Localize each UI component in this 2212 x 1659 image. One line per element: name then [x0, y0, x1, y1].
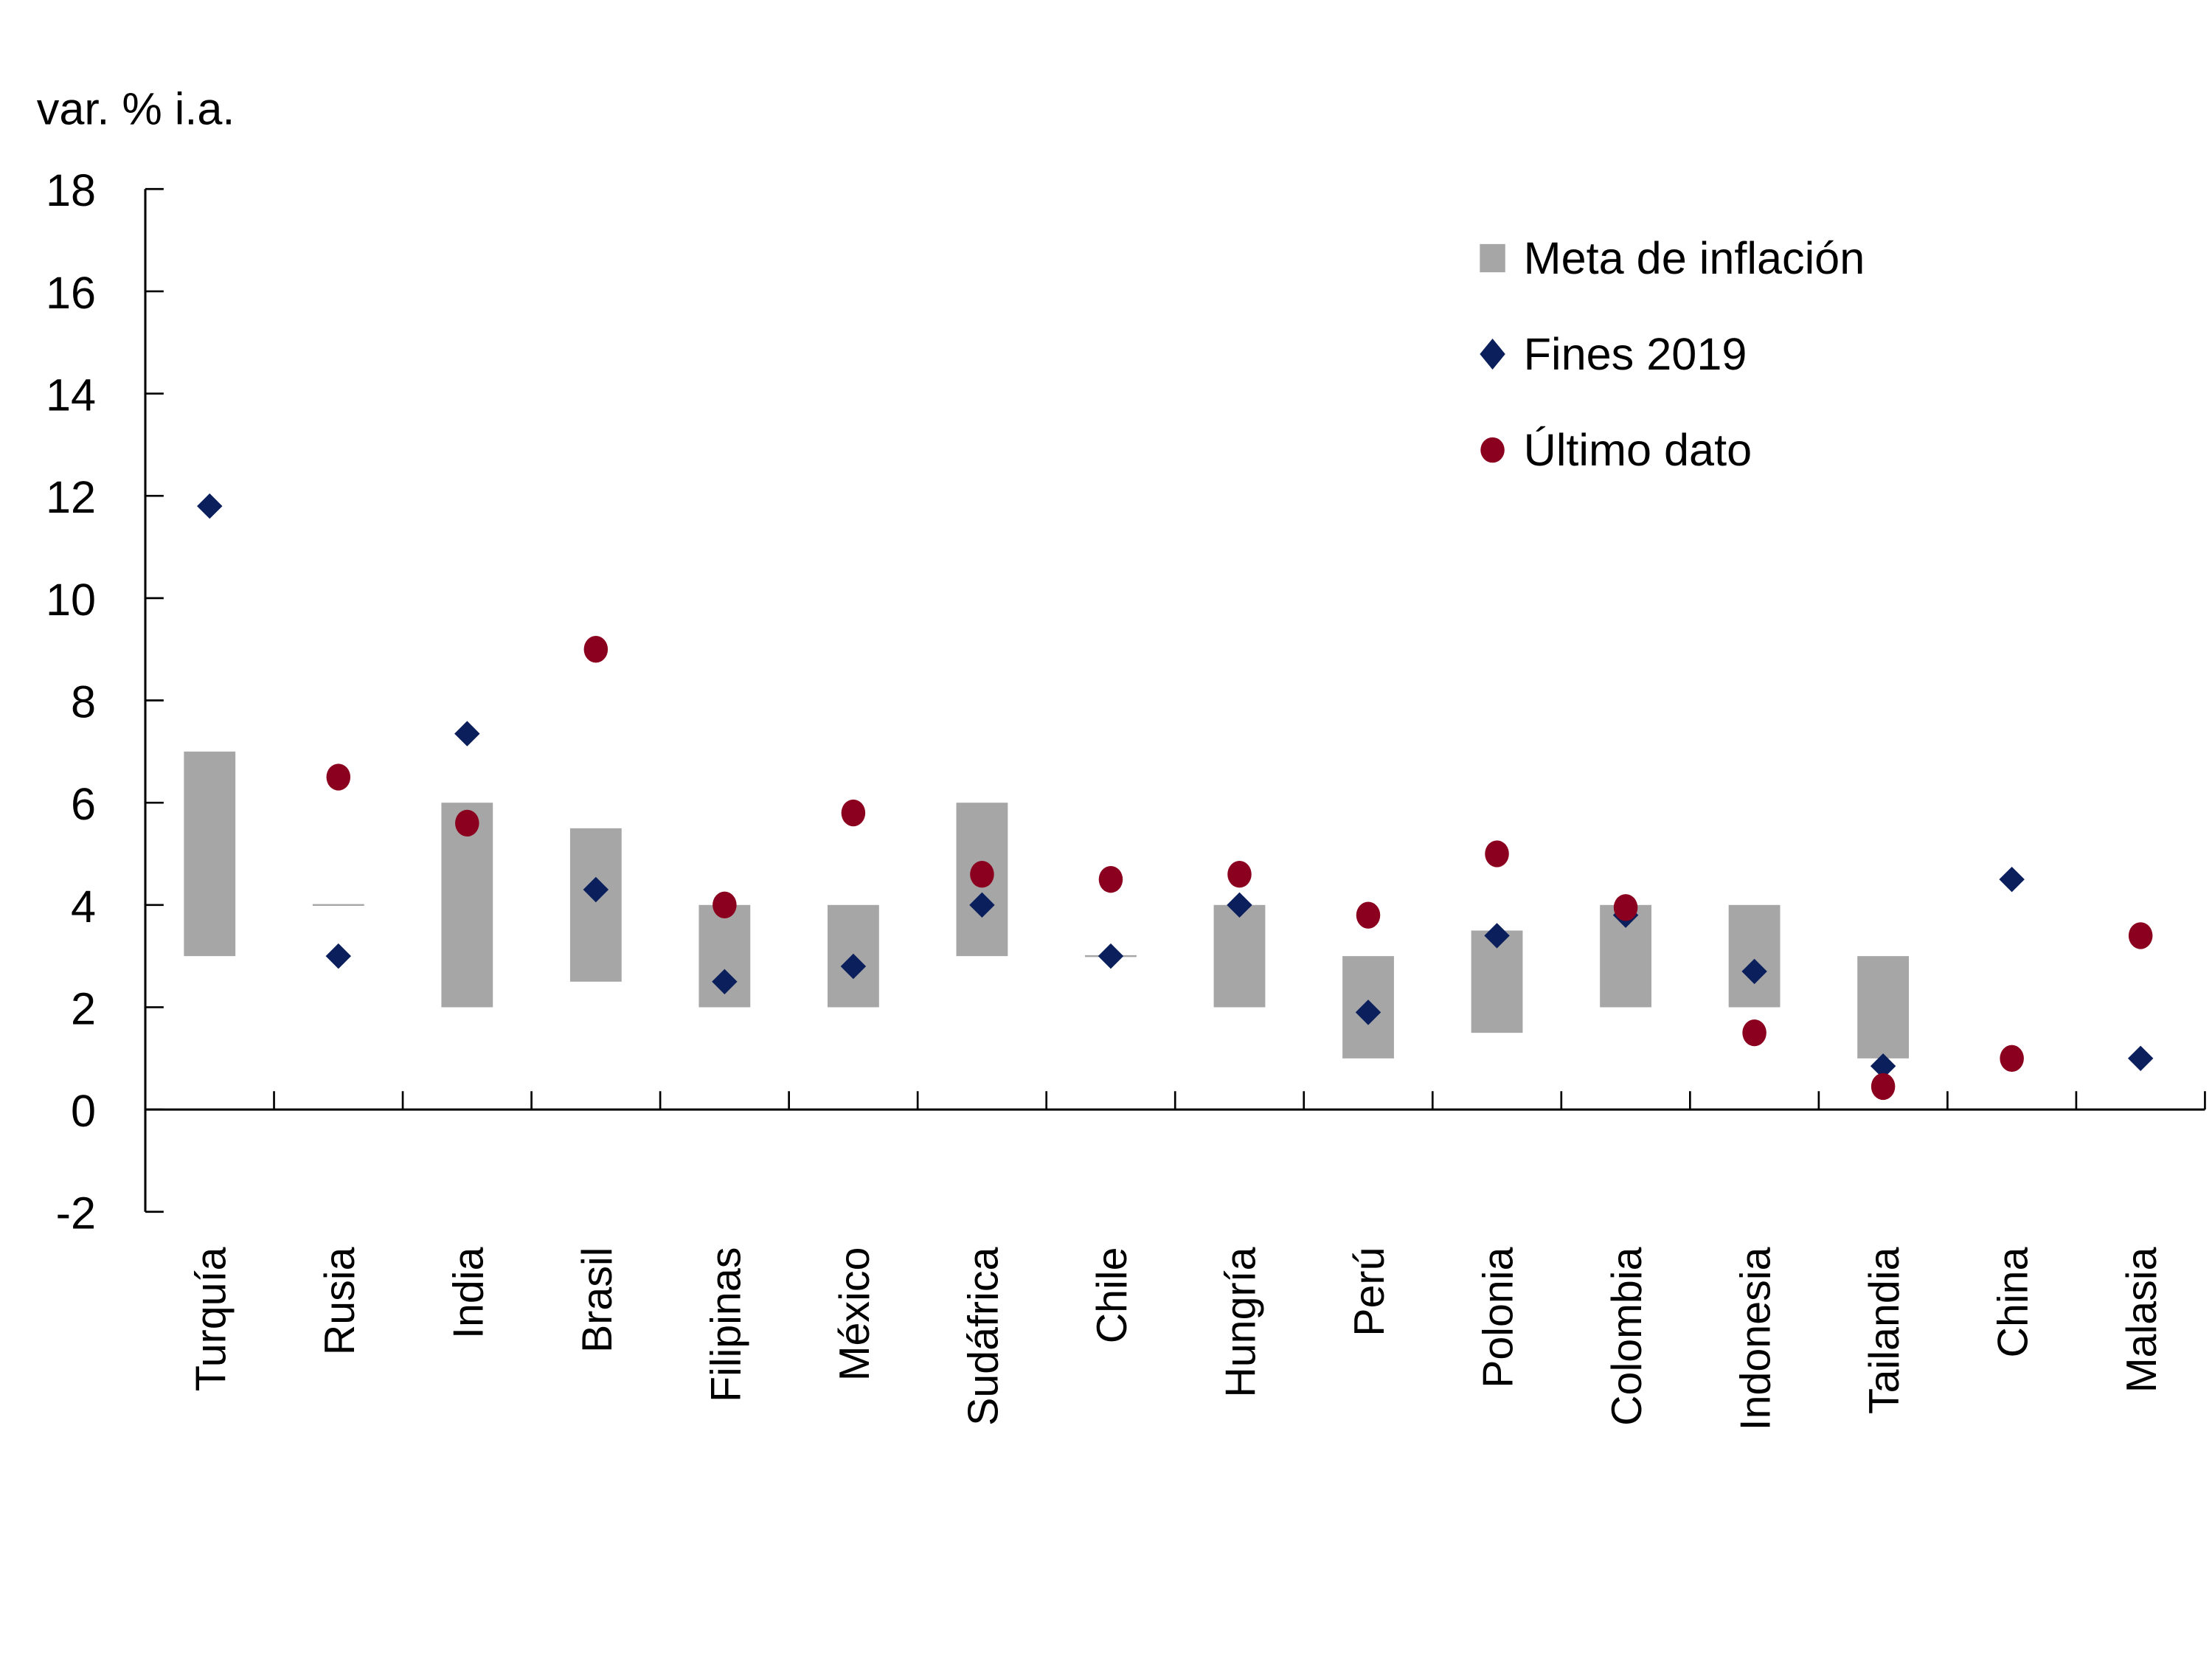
x-category-label: Polonia: [1475, 1247, 1522, 1388]
ultimo-dato-point: [326, 763, 351, 791]
y-tick-label: 14: [46, 370, 96, 420]
ultimo-dato-point: [1227, 861, 1252, 888]
y-tick-label: 6: [71, 779, 96, 829]
ultimo-dato-point: [1485, 840, 1509, 867]
x-category-label: Hungría: [1218, 1247, 1265, 1397]
y-tick-label: -2: [56, 1188, 96, 1239]
ultimo-dato-point: [1613, 894, 1638, 921]
fines-2019-diamond: [197, 493, 223, 519]
x-category-label: Colombia: [1603, 1247, 1651, 1425]
legend: Meta de inflación Fines 2019 Último dato: [1480, 233, 1865, 475]
target-range-bar: [1857, 956, 1910, 1059]
x-category-label: China: [1990, 1247, 2037, 1357]
ultimo-dato-point: [970, 861, 994, 888]
legend-swatch-meta: [1480, 243, 1505, 273]
target-range-bar: [184, 751, 236, 957]
y-tick-label: 16: [46, 268, 96, 318]
ultimo-dato-point: [713, 891, 737, 918]
legend-label-ultimo: Último dato: [1524, 425, 1752, 475]
x-category-label: Chile: [1089, 1247, 1136, 1344]
legend-label-meta: Meta de inflación: [1524, 233, 1865, 283]
x-category-label: Perú: [1346, 1247, 1393, 1337]
fines-2019-diamond: [2127, 1045, 2154, 1072]
x-category-label: Rusia: [316, 1247, 364, 1355]
ultimo-dato-point: [583, 636, 609, 663]
ultimo-dato-point: [2000, 1045, 2024, 1072]
x-category-label: Tailandia: [1861, 1247, 1908, 1413]
x-category-label: México: [831, 1247, 878, 1382]
target-range-bar: [441, 803, 493, 1008]
x-axis-category-labels: Turquía Rusia India Brasil Filipinas México Su…: [187, 1247, 2166, 1430]
target-range-bar: [569, 828, 622, 982]
target-range-bars: [184, 751, 1910, 1059]
y-tick-label: 0: [71, 1086, 96, 1136]
x-category-label: Malasia: [2118, 1247, 2166, 1393]
x-category-label: Filipinas: [702, 1247, 749, 1402]
fines-2019-diamond: [1484, 923, 1510, 949]
ultimo-dato-point: [841, 799, 866, 827]
ultimo-dato-point: [2128, 922, 2153, 949]
x-category-label: Indonesia: [1733, 1247, 1780, 1430]
target-range-bar: [1728, 904, 1781, 1008]
x-category-label: India: [445, 1247, 492, 1338]
x-category-label: Sudáfrica: [960, 1247, 1007, 1425]
legend-diamond-icon: [1480, 338, 1505, 370]
y-tick-label: 10: [46, 575, 96, 625]
legend-label-fines: Fines 2019: [1524, 329, 1747, 379]
ultimo-dato-point: [1871, 1073, 1896, 1101]
y-tick-label: 2: [71, 983, 96, 1033]
x-category-label: Turquía: [187, 1247, 235, 1391]
y-tick-label: 18: [46, 165, 96, 215]
y-tick-label: 8: [71, 676, 96, 727]
fines-2019-diamond: [454, 721, 480, 747]
y-tick-label: 12: [46, 472, 96, 522]
y-axis-unit-label: var. % i.a.: [37, 83, 235, 134]
legend-circle-icon: [1480, 437, 1505, 463]
fines-2019-diamond: [1355, 1000, 1381, 1025]
y-tick-label: 4: [71, 882, 96, 932]
target-range-bar: [1213, 904, 1266, 1008]
ultimo-dato-point: [1356, 901, 1381, 929]
ultimo-dato-point: [1098, 865, 1123, 893]
fines-2019-diamond: [325, 943, 352, 969]
ultimo-dato-point: [1742, 1019, 1767, 1047]
fines-2019-diamond: [1098, 943, 1124, 969]
fines-2019-diamond: [1999, 866, 2025, 893]
ultimo-dato-point: [455, 809, 479, 837]
y-axis-ticks: -2 0 2 4 6 8 10 12 14 16 18: [46, 165, 164, 1239]
x-category-label: Brasil: [574, 1247, 621, 1353]
